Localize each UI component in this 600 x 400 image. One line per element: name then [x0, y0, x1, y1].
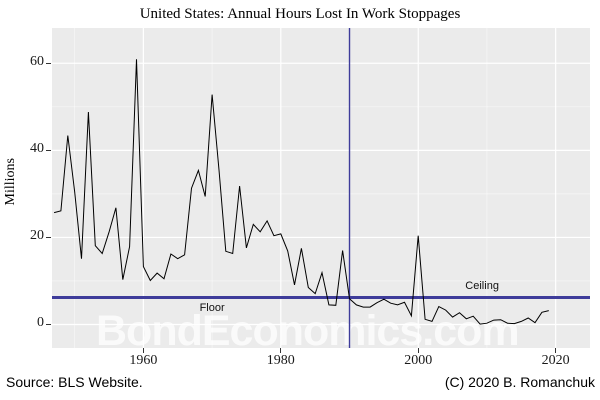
y-tick-label: 60: [30, 54, 44, 70]
floor-annotation: Floor: [199, 302, 225, 315]
x-tick-mark: [417, 348, 419, 353]
y-tick-label: 40: [30, 141, 44, 157]
y-tick-mark: [46, 62, 51, 64]
x-tick-label: 1980: [266, 353, 295, 368]
source-note: Source: BLS Website.: [6, 374, 143, 390]
y-tick-mark: [46, 149, 51, 151]
chart-title: United States: Annual Hours Lost In Work…: [139, 6, 461, 22]
ceiling-annotation: Ceiling: [465, 280, 499, 293]
series-canvas: [52, 28, 590, 348]
y-tick-mark: [46, 323, 51, 325]
copyright-note: (C) 2020 B. Romanchuk: [444, 374, 595, 390]
series-line: [53, 59, 549, 325]
y-tick-label: 0: [37, 315, 44, 331]
y-tick-mark: [46, 236, 51, 238]
plot-panel: BondEconomics.com Floor Ceiling: [52, 28, 590, 348]
y-axis-title: Millions: [3, 158, 18, 206]
watermark: BondEconomics.com: [96, 307, 520, 349]
x-tick-label: 2000: [404, 353, 433, 368]
x-tick-label: 1960: [129, 353, 158, 368]
x-tick-mark: [555, 348, 557, 353]
y-tick-label: 20: [30, 228, 44, 244]
x-tick-mark: [142, 348, 144, 353]
gridlines-canvas: [52, 28, 590, 348]
x-tick-mark: [280, 348, 282, 353]
x-tick-label: 2020: [541, 353, 570, 368]
